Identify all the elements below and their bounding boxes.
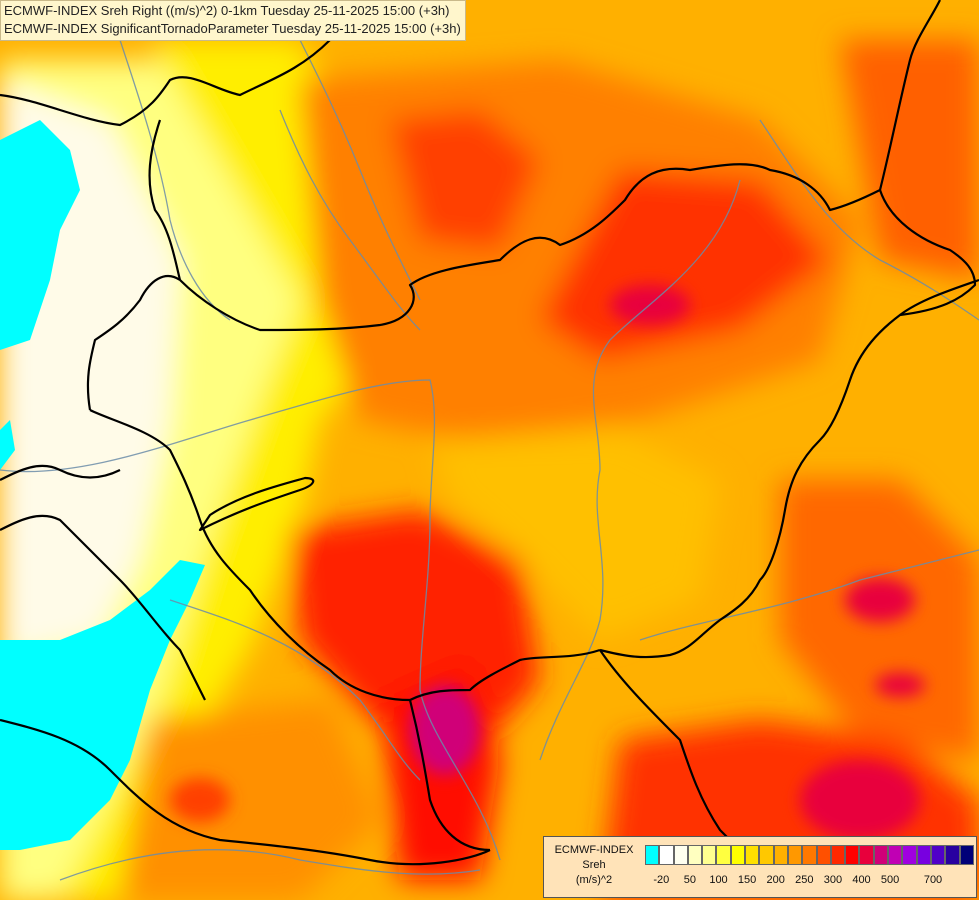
legend-swatch [959,845,974,865]
border-lake-balaton [198,476,315,532]
legend-name-line1: ECMWF-INDEX [554,844,634,856]
field-center-yellow [430,430,720,640]
title-line-2: ECMWF-INDEX SignificantTornadoParameter … [4,21,461,36]
border-slovenia-austria [0,464,121,481]
hotspot-sw [170,778,230,822]
legend-swatch [859,845,874,865]
border-romania-ukraine [899,278,979,316]
border-serbia-croatia [408,699,491,852]
legend-tick-label: 400 [852,874,871,886]
legend-swatch [759,845,774,865]
legend-swatch [802,845,817,865]
hotspot-se [875,673,925,697]
legend-swatches [645,845,974,865]
legend-tick-label: 100 [709,874,728,886]
legend-swatch [845,845,860,865]
map-title: ECMWF-INDEX Sreh Right ((m/s)^2) 0-1km T… [0,0,466,41]
negative-area-w [0,420,15,470]
legend-tick-label: 500 [880,874,900,886]
legend-swatch [659,845,674,865]
hotspot-south [410,685,480,775]
hotspot-east [845,578,915,622]
sreh-negative-areas [0,120,205,850]
border-czech-slovakia [148,119,182,281]
hotspot-se2 [800,760,920,840]
legend-swatch [687,845,703,865]
legend-swatch [902,845,917,865]
border-croatia-bosnia [0,718,491,866]
legend-name-line2: Sreh [582,859,606,871]
legend-swatch [945,845,960,865]
border-slovakia-hungary [179,163,881,332]
river-vah [299,39,421,301]
river-mures [639,549,979,641]
legend-swatch [730,845,746,865]
legend-tick-label: 150 [737,874,757,886]
legend-swatch [716,845,731,865]
title-line-1: ECMWF-INDEX Sreh Right ((m/s)^2) 0-1km T… [4,3,450,18]
legend-unit: (m/s)^2 [575,874,613,886]
river-sava [59,848,481,881]
legend-swatch [873,845,889,865]
field-northeast-red [540,170,830,360]
field-west-yellow [60,40,400,900]
river-danube [0,379,501,861]
negative-area-nw [0,120,80,350]
border-hungary-ukraine-romania [599,189,977,659]
legend-tick-label: 50 [683,874,697,886]
legend-label: ECMWF-INDEX Sreh (m/s)^2 [546,843,642,888]
border-hungary-serbia [409,648,601,701]
river-morava [119,39,231,321]
legend-swatch [830,845,846,865]
color-legend: ECMWF-INDEX Sreh (m/s)^2 -20 50 100 150 200 2… [543,836,977,898]
legend-swatch [930,845,946,865]
field-ne-corner [840,40,979,280]
legend-swatch [773,845,788,865]
legend-swatch [702,845,717,865]
legend-swatch [645,845,660,865]
legend-swatch [888,845,903,865]
legend-tick-label: 200 [766,874,785,886]
field-north-red [390,110,540,250]
legend-swatch [816,845,831,865]
border-hungary-croatia [89,409,411,702]
legend-swatch [673,845,688,865]
river-east [759,119,979,321]
legend-swatch [916,845,931,865]
border-slovakia-ukraine [878,0,941,191]
legend-tick-label: -20 [653,874,670,886]
river-north [279,109,421,331]
border-austria-hungary [86,274,181,411]
legend-tick-label: 700 [923,874,943,886]
legend-swatch [787,845,803,865]
legend-tick-label: 250 [795,874,814,886]
legend-swatch [745,845,760,865]
legend-tick-label: 300 [823,874,843,886]
legend-ticks: -20 50 100 150 200 250 300 400 500 700 [645,874,975,890]
river-drava [169,599,421,781]
border-slovenia-croatia [0,514,206,701]
